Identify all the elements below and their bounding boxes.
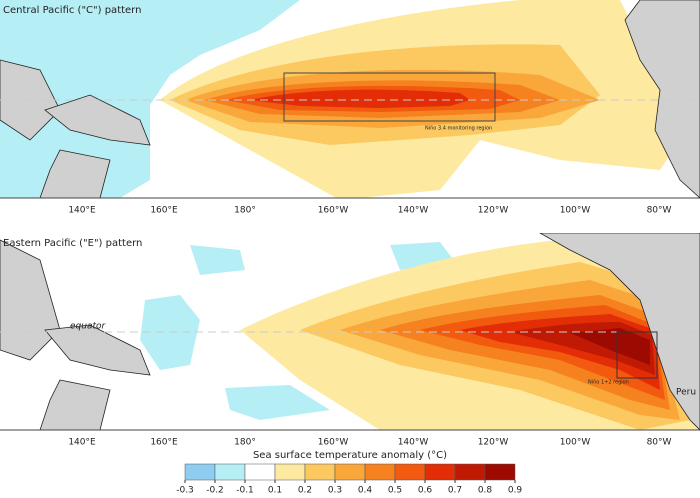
colorbar-tick-label: 0.3 (328, 486, 342, 496)
longitude-label: 80°W (647, 206, 672, 216)
longitude-label: 140°W (398, 438, 429, 448)
longitude-label: 100°W (560, 206, 591, 216)
longitude-label: 180° (234, 206, 256, 216)
longitude-label: 100°W (560, 438, 591, 448)
colorbar-tick-label: 0.9 (508, 486, 523, 496)
longitude-label: 120°W (478, 206, 509, 216)
colorbar-tick-label: 0.2 (298, 486, 312, 496)
longitude-label: 180° (234, 438, 256, 448)
longitude-label: 80°W (647, 438, 672, 448)
map-panel (0, 0, 700, 198)
map-panel (0, 233, 700, 430)
longitude-label: 160°E (150, 206, 178, 216)
longitude-label: 160°E (150, 438, 178, 448)
colorbar-bin (484, 463, 516, 481)
colorbar-tick-label: 0.6 (418, 486, 433, 496)
colorbar-bin (454, 463, 486, 481)
colorbar-bin (364, 463, 396, 481)
colorbar-bin (274, 463, 306, 481)
colorbar-bin (214, 463, 246, 481)
longitude-label: 160°W (318, 438, 349, 448)
colorbar-tick-label: 0.8 (478, 486, 493, 496)
region-label: Niño 3.4 monitoring region (425, 126, 492, 132)
colorbar-bin (334, 463, 366, 481)
country-label: Peru (676, 388, 696, 398)
longitude-label: 140°W (398, 206, 429, 216)
colorbar-title: Sea surface temperature anomaly (°C) (253, 450, 447, 461)
colorbar-bin (244, 463, 276, 481)
longitude-label: 120°W (478, 438, 509, 448)
colorbar-tick-label: 0.1 (268, 486, 282, 496)
longitude-label: 140°E (68, 206, 96, 216)
panel-title: Eastern Pacific ("E") pattern (3, 238, 142, 249)
region-label: Niño 1+2 region (588, 380, 629, 386)
colorbar-tick-label: 0.5 (388, 486, 402, 496)
colorbar-bin (424, 463, 456, 481)
colorbar-bin (394, 463, 426, 481)
colorbar-tick-label: -0.3 (176, 486, 194, 496)
equator-label: equator (70, 322, 107, 332)
longitude-label: 140°E (68, 438, 96, 448)
colorbar-bin (304, 463, 336, 481)
longitude-label: 160°W (318, 206, 349, 216)
colorbar-tick-label: 0.4 (358, 486, 373, 496)
colorbar-tick-label: 0.7 (448, 486, 462, 496)
colorbar-bin (184, 463, 216, 481)
colorbar-tick-label: -0.1 (236, 486, 254, 496)
panel-title: Central Pacific ("C") pattern (3, 5, 141, 16)
colorbar-tick-label: -0.2 (206, 486, 224, 496)
